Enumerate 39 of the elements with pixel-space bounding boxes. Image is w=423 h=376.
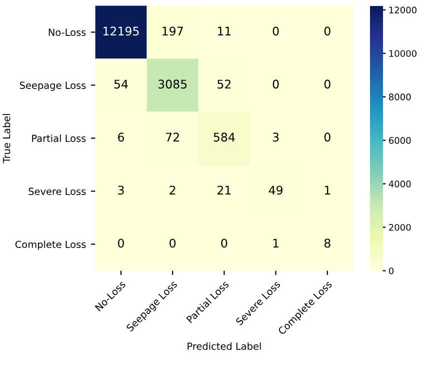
data-label: 0 <box>118 238 124 248</box>
color-bar-label: 4000 <box>388 180 411 188</box>
y-tick-label: Complete Loss <box>15 240 86 250</box>
data-label: 3 <box>272 132 279 142</box>
data-label: 52 <box>218 80 231 89</box>
data-label: 0 <box>324 80 330 89</box>
data-label: 11 <box>218 26 231 36</box>
data-label: 8 <box>324 238 330 248</box>
y-axis-title: True Label <box>2 114 10 164</box>
y-tick-label: Seepage Loss <box>20 82 86 91</box>
color-bar-label: 6000 <box>389 137 411 144</box>
data-label: 0 <box>221 238 228 248</box>
data-label: 12195 <box>103 26 139 36</box>
data-label: 6 <box>118 132 124 142</box>
data-label: 0 <box>324 26 330 36</box>
data-label: 54 <box>114 80 128 89</box>
color-bar-label: 2000 <box>389 224 411 231</box>
y-tick-label: No-Loss <box>48 28 86 36</box>
data-label: 1 <box>273 238 278 248</box>
data-label: 3 <box>118 186 124 195</box>
data-label: 584 <box>214 132 235 142</box>
data-label: 3085 <box>158 80 187 89</box>
data-label: 197 <box>162 26 183 36</box>
color-bar-label: 0 <box>388 267 394 274</box>
data-label: 0 <box>324 132 330 142</box>
color-bar-label: 8000 <box>388 94 411 100</box>
data-label: 1 <box>324 186 330 194</box>
data-label: 0 <box>170 238 176 248</box>
data-label: 0 <box>272 26 279 36</box>
data-label: 0 <box>272 80 279 89</box>
data-label: 21 <box>218 186 231 194</box>
color-bar-label: 10000 <box>389 50 416 57</box>
y-tick-label: Partial Loss <box>32 134 86 142</box>
color-bar-label: 12000 <box>389 6 416 14</box>
data-label: 49 <box>268 186 282 195</box>
x-axis-title: Predicted Label <box>188 342 261 350</box>
y-tick-label: Severe Loss <box>28 188 86 196</box>
data-label: 2 <box>170 186 176 194</box>
data-label: 72 <box>166 132 179 142</box>
